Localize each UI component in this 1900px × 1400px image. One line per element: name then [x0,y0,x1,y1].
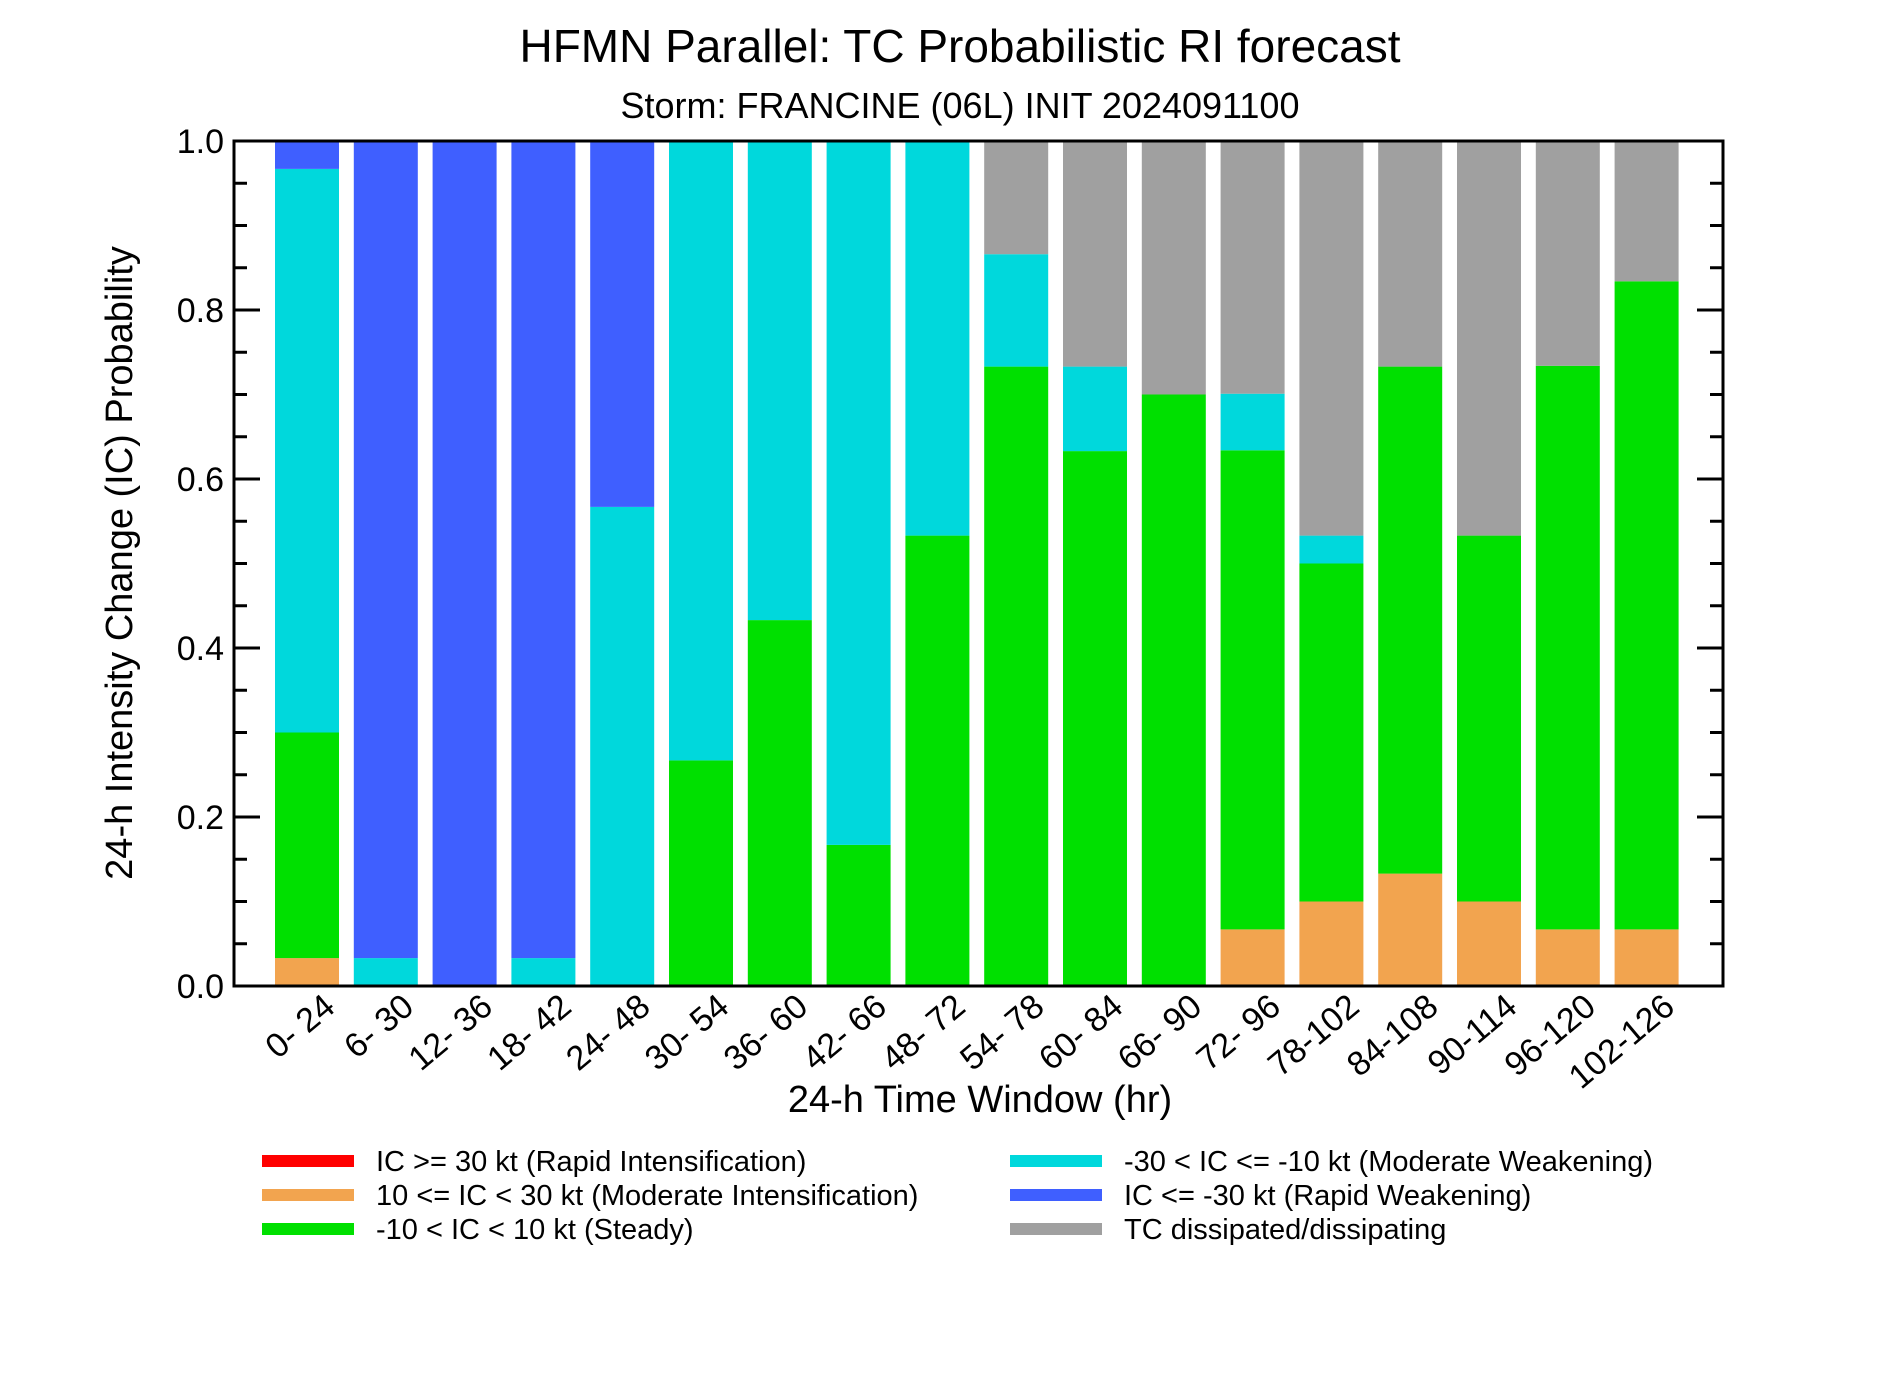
legend-label: IC <= -30 kt (Rapid Weakening) [1124,1180,1531,1212]
bar-segment [1141,141,1206,395]
x-tick-label: 48- 72 [874,987,972,1078]
legend-label: 10 <= IC < 30 kt (Moderate Intensificati… [376,1180,918,1212]
plot-frame [232,139,1725,988]
bar-segment [1299,535,1364,564]
bar-segment [984,366,1049,987]
bar-segment [1220,450,1285,930]
x-axis-label: 24-h Time Window (hr) [788,1079,1172,1121]
chart-subtitle: Storm: FRANCINE (06L) INIT 2024091100 [621,85,1300,126]
bar-segment [1457,901,1521,986]
bar-segment [1378,141,1443,367]
x-tick-label: 42- 66 [795,987,893,1078]
bar-segment [747,141,812,621]
bar-segment [826,844,891,986]
bar-segment [432,141,497,986]
bar-segment [275,958,339,986]
bar-segment [1141,394,1206,986]
bar-segment [826,141,891,845]
bar-segment [1299,563,1364,902]
y-axis-label: 24-h Intensity Change (IC) Probability [99,246,141,880]
bar-segment [511,141,576,959]
y-tick-label: 0.8 [177,292,224,330]
bar-segment [905,535,970,986]
bar-segment [590,506,655,986]
bar-segment [1220,929,1285,986]
x-tick-label: 54- 78 [953,987,1051,1078]
legend: IC >= 30 kt (Rapid Intensification)10 <=… [262,1146,1653,1246]
legend-label: TC dissipated/dissipating [1124,1214,1446,1246]
legend-label: -30 < IC <= -10 kt (Moderate Weakening) [1124,1146,1653,1178]
bar-segment [590,141,655,507]
chart-title: HFMN Parallel: TC Probabilistic RI forec… [519,20,1400,72]
bar-segment [1457,141,1521,536]
bar-segment [275,168,339,733]
bar-segment [1614,281,1679,930]
bars-layer [275,140,1679,987]
bar-segment [1220,140,1285,394]
y-tick-label: 0.0 [177,968,224,1006]
bar-segment [353,141,418,959]
bar-segment [669,760,733,986]
bar-segment [1299,141,1364,536]
x-tick-label: 78-102 [1261,987,1367,1084]
bar-segment [1535,929,1600,986]
y-tick-label: 0.4 [177,630,224,668]
y-tick-label: 1.0 [177,123,224,161]
bar-segment [669,141,733,761]
bar-segment [1614,929,1679,986]
bar-segment [984,254,1049,367]
bar-segment [511,958,576,986]
bar-segment [1220,393,1285,451]
bar-segment [1535,365,1600,930]
x-tick-label: 66- 90 [1111,987,1209,1078]
bar-segment [747,620,812,986]
bar-segment [1614,140,1679,282]
bar-segment [353,958,418,986]
bar-segment [1063,451,1127,987]
bar-segment [1063,366,1127,452]
y-tick-label: 0.2 [177,799,224,837]
legend-label: IC >= 30 kt (Rapid Intensification) [376,1146,806,1178]
bar-segment [1535,140,1600,366]
bar-segment [275,141,339,169]
bar-segment [1378,366,1443,874]
bar-segment [275,732,339,959]
legend-label: -10 < IC < 10 kt (Steady) [376,1214,694,1246]
x-tick-label: 60- 84 [1032,987,1130,1078]
bar-segment [905,141,970,536]
x-tick-label: 12- 36 [401,987,499,1078]
bar-segment [1457,535,1521,902]
x-tick-label: 18- 42 [480,987,578,1078]
y-tick-label: 0.6 [177,461,224,499]
bar-segment [1378,873,1443,986]
x-tick-label: 0- 24 [258,987,342,1066]
x-tick-label: 24- 48 [559,987,657,1078]
x-tick-label: 36- 60 [717,987,815,1078]
x-tick-label: 84-108 [1340,987,1446,1084]
bar-segment [1299,901,1364,986]
bar-segment [1063,141,1127,367]
x-tick-label: 30- 54 [638,987,736,1078]
bar-segment [984,141,1049,255]
